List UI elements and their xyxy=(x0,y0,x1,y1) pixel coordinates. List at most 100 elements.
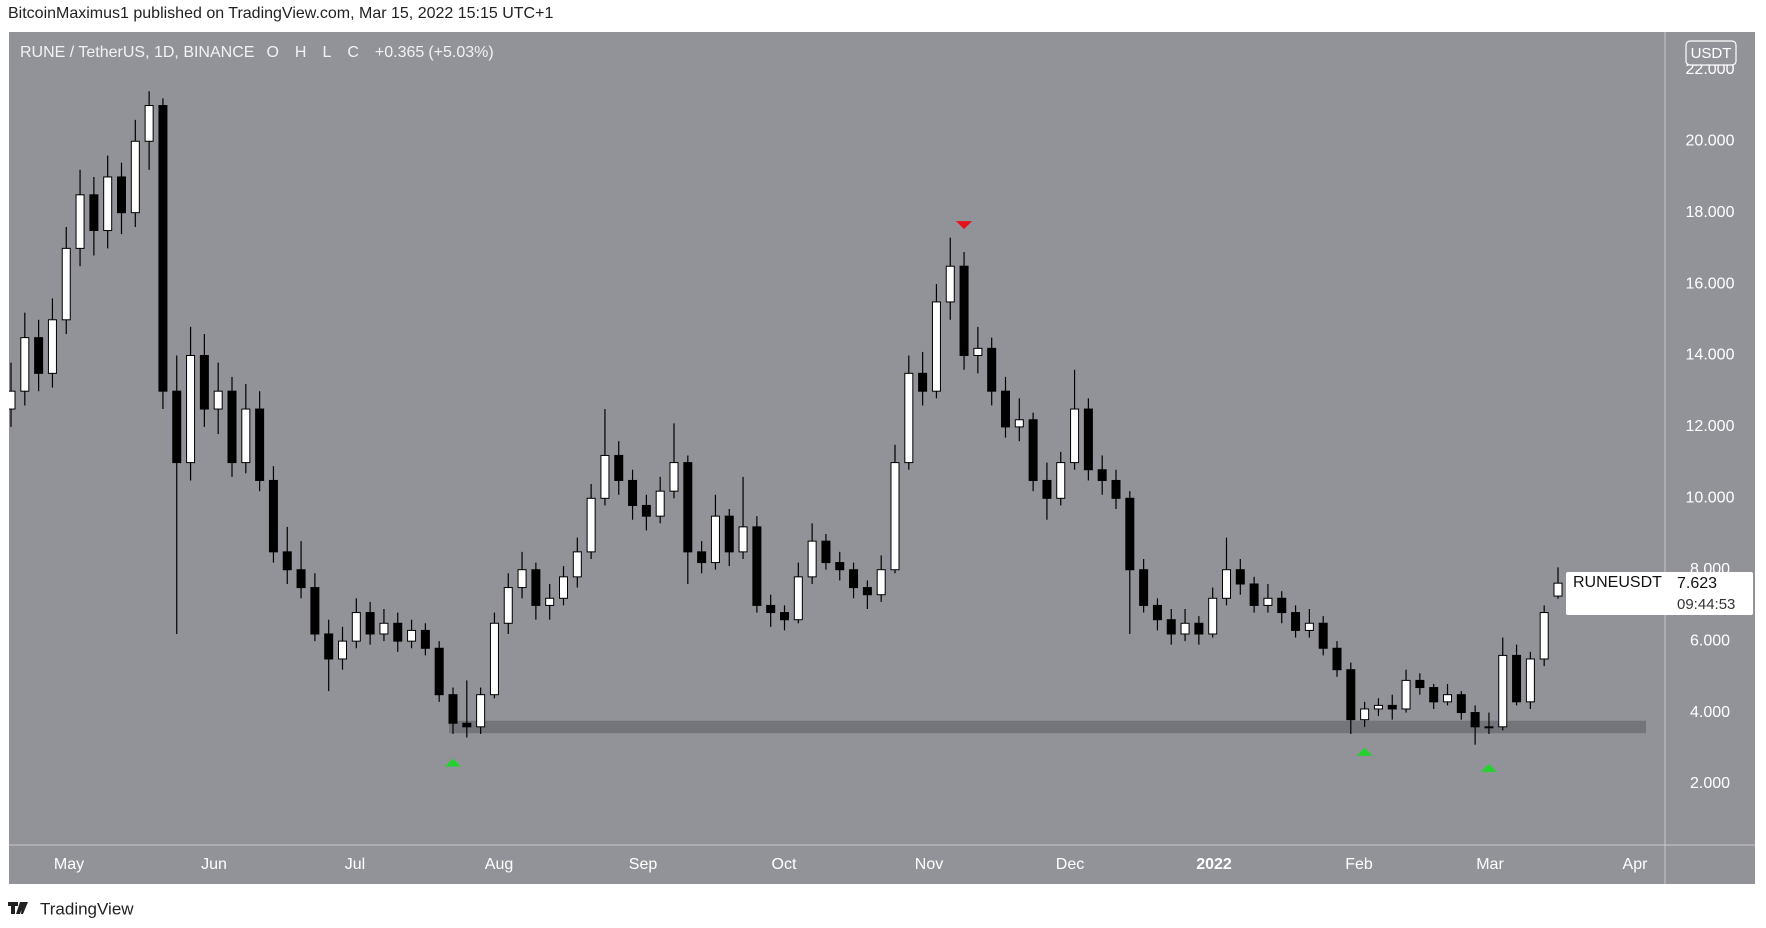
candle-body xyxy=(1125,497,1135,571)
change: +0.365 xyxy=(374,44,425,61)
candle-body xyxy=(1498,654,1508,728)
symbol: RUNE / TetherUS, 1D, BINANCE xyxy=(20,44,255,61)
candle-body xyxy=(1263,597,1273,606)
candle-body xyxy=(973,347,983,356)
candle-body xyxy=(738,526,748,553)
signal-marker xyxy=(956,221,973,230)
signal-marker xyxy=(1356,747,1373,756)
signal-marker xyxy=(445,758,461,767)
plot-area xyxy=(9,91,1646,745)
candle-body xyxy=(1139,569,1149,606)
candle-body xyxy=(1429,687,1439,703)
ohlc-key: L xyxy=(322,44,332,61)
candle-body xyxy=(1235,569,1245,585)
candle-body xyxy=(47,319,57,374)
candle-body xyxy=(793,576,803,621)
candle-body xyxy=(683,462,693,553)
candle-body xyxy=(1484,726,1494,729)
y-tick-label: 2.000 xyxy=(1690,775,1730,792)
candle-body xyxy=(1360,708,1370,721)
legend: RUNE / TetherUS, 1D, BINANCE O H L C +0.… xyxy=(20,44,494,62)
ohlc-key: O xyxy=(266,44,279,61)
candle-body xyxy=(1194,622,1204,635)
candle-body xyxy=(407,629,417,642)
candle-body xyxy=(918,372,928,392)
candle-body xyxy=(1332,647,1342,671)
candle-body xyxy=(34,337,44,374)
support-zone xyxy=(449,720,1646,734)
ohlc-key: C xyxy=(347,44,359,61)
candle-body xyxy=(1014,419,1024,428)
candle-body xyxy=(213,390,223,410)
candle-body xyxy=(296,569,306,589)
x-tick-label: Mar xyxy=(1476,856,1504,873)
x-tick-label: Apr xyxy=(1623,856,1649,873)
candle-body xyxy=(655,490,665,517)
candle-body xyxy=(338,640,347,660)
candle-body xyxy=(1373,704,1383,710)
candle-body xyxy=(1291,612,1301,631)
candle-body xyxy=(987,347,997,392)
candle-body xyxy=(489,622,499,696)
candle-body xyxy=(1152,604,1162,621)
candle-body xyxy=(241,408,251,464)
x-tick-label: Jul xyxy=(345,856,365,873)
y-tick-label: 10.000 xyxy=(1686,490,1735,507)
candle-body xyxy=(1042,479,1052,499)
x-tick-label: 2022 xyxy=(1196,856,1232,873)
candle-body xyxy=(61,247,71,321)
candle-body xyxy=(1387,704,1397,710)
candle-body xyxy=(1525,658,1535,703)
candle-body xyxy=(1001,390,1010,428)
candle-body xyxy=(1539,612,1549,660)
candle-body xyxy=(835,562,845,571)
candle-body xyxy=(724,515,734,553)
candle-body xyxy=(268,479,278,553)
chart-background xyxy=(9,32,1755,884)
x-tick-label: Oct xyxy=(772,856,797,873)
x-tick-label: Nov xyxy=(915,856,943,873)
countdown: 09:44:53 xyxy=(1677,596,1735,613)
y-tick-label: 20.000 xyxy=(1686,132,1735,149)
candle-body xyxy=(282,551,292,571)
x-tick-label: Dec xyxy=(1056,856,1084,873)
candle-body xyxy=(1180,622,1190,635)
candle-body xyxy=(75,194,85,249)
candle-body xyxy=(931,301,941,392)
candle-body xyxy=(821,540,831,564)
candle-body xyxy=(780,612,789,621)
currency-badge xyxy=(1685,40,1737,66)
candle-body xyxy=(752,526,762,606)
published-note: BitcoinMaximus1 published on TradingView… xyxy=(8,5,554,22)
footer-brand: TradingView xyxy=(40,899,134,918)
candle-body xyxy=(130,140,140,214)
candle-body xyxy=(641,504,651,517)
y-tick-label: 14.000 xyxy=(1686,347,1735,364)
candle-body xyxy=(1456,694,1466,714)
candle-body xyxy=(1111,479,1121,499)
candle-body xyxy=(890,462,900,571)
candle-body xyxy=(1401,679,1411,710)
candle-body xyxy=(1304,622,1314,631)
candle-body xyxy=(862,587,872,596)
candle-body xyxy=(1222,569,1231,599)
currency-label: USDT xyxy=(1691,45,1732,62)
candle-body xyxy=(1070,408,1080,464)
price-badge xyxy=(1566,572,1753,615)
candle-body xyxy=(710,515,720,564)
y-tick-label: 16.000 xyxy=(1686,275,1735,292)
candle-body xyxy=(255,408,265,481)
candle-body xyxy=(9,390,16,410)
candle-body xyxy=(186,354,196,464)
candle-body xyxy=(89,194,99,232)
candle-body xyxy=(904,372,914,464)
ohlc-key: H xyxy=(294,44,307,61)
candle-body xyxy=(324,633,334,660)
candle-body xyxy=(420,629,430,649)
candle-body xyxy=(227,390,237,464)
candle-body xyxy=(600,454,610,499)
candle-body xyxy=(572,551,582,578)
candle-body xyxy=(199,354,209,410)
